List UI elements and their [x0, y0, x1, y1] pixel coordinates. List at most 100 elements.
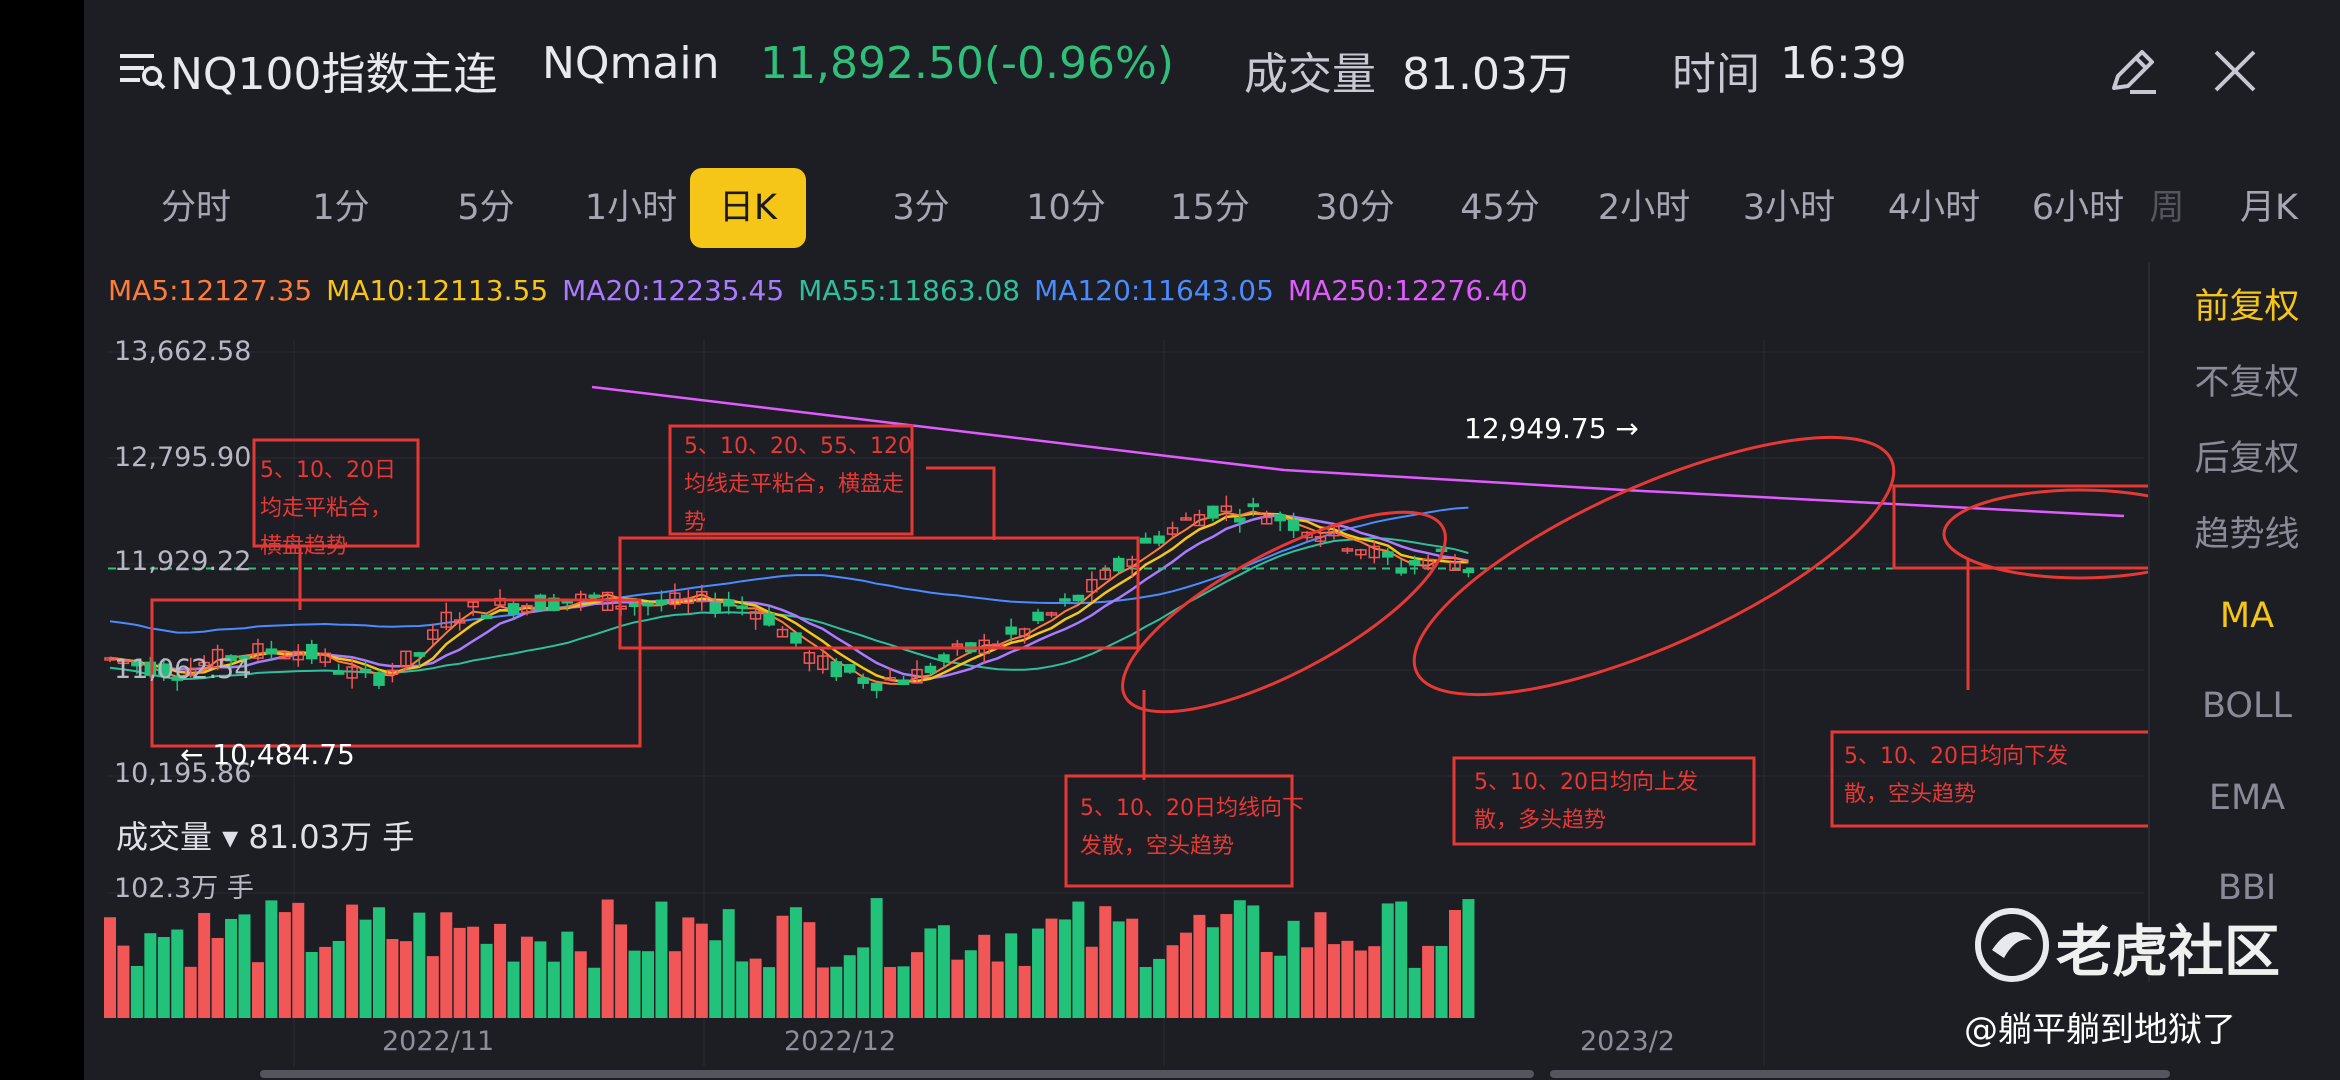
chart-scrollbar[interactable] — [260, 1070, 880, 1078]
candle — [292, 650, 305, 661]
volume-value: 81.03万 — [1402, 49, 1572, 100]
volume-bar — [978, 934, 991, 1018]
candle — [534, 594, 547, 611]
candle — [736, 605, 748, 609]
candle — [1408, 560, 1421, 566]
tab-1hour[interactable]: 1小时 — [584, 188, 678, 228]
search-list-icon[interactable] — [118, 48, 166, 92]
candle — [279, 655, 291, 660]
ma20-line — [109, 514, 1469, 680]
candle — [669, 592, 681, 606]
volume-bar — [440, 912, 453, 1018]
candle — [642, 602, 654, 607]
volume-bar — [198, 912, 211, 1018]
candle — [870, 682, 883, 691]
tab-daily[interactable]: 日K — [690, 168, 806, 248]
tab-30min[interactable]: 30分 — [1315, 188, 1395, 228]
candle — [1247, 503, 1259, 507]
volume-bar — [1018, 965, 1031, 1018]
volume-label: 成交量 — [1244, 49, 1376, 100]
trendline-tool[interactable]: 趋势线 — [2194, 515, 2300, 555]
tab-weekly[interactable]: 周 — [2149, 188, 2185, 228]
note-box-1: 5、10、20日均走平粘合，横盘趋势 — [260, 458, 396, 559]
candle — [776, 628, 789, 638]
tab-3min[interactable]: 3分 — [892, 188, 950, 228]
candle — [1422, 558, 1434, 569]
candle — [1314, 536, 1327, 542]
volume-bar — [346, 904, 359, 1018]
indicator-ema[interactable]: EMA — [2208, 778, 2286, 818]
adjust-none[interactable]: 不复权 — [2194, 363, 2300, 403]
tab-2hour[interactable]: 2小时 — [1597, 188, 1691, 228]
tab-10min[interactable]: 10分 — [1026, 188, 1106, 228]
edit-icon[interactable] — [2104, 42, 2162, 100]
tab-45min[interactable]: 45分 — [1460, 188, 1540, 228]
candle — [1180, 517, 1192, 521]
candle — [1449, 561, 1461, 572]
note-box-5: 5、10、20日均向下发散，空头趋势 — [1844, 744, 2068, 807]
volume-bar — [507, 961, 520, 1018]
tab-6hour[interactable]: 6小时 — [2031, 188, 2125, 228]
candle — [131, 660, 143, 667]
indicator-ma[interactable]: MA — [2219, 596, 2275, 636]
volume-bar — [1260, 951, 1273, 1018]
adjust-backward[interactable]: 后复权 — [2194, 439, 2300, 479]
volume-bar — [1314, 912, 1327, 1018]
tab-15min[interactable]: 15分 — [1170, 188, 1250, 228]
candle — [1207, 505, 1219, 519]
indicator-bbi[interactable]: BBI — [2217, 868, 2277, 908]
candle — [117, 660, 130, 665]
candle — [682, 597, 695, 604]
volume-bar — [668, 951, 681, 1018]
volume-bar — [319, 946, 332, 1018]
volume-bar — [359, 919, 372, 1018]
volume-bar — [695, 923, 708, 1018]
ma-legend: MA5:12127.35 MA10:12113.55 MA20:12235.45 MA… — [108, 274, 1542, 307]
candle — [897, 679, 910, 685]
volume-bar — [547, 961, 560, 1018]
volume-header[interactable]: 成交量 ▾ 81.03万 手 — [116, 818, 415, 856]
time-value: 16:39 — [1780, 38, 1907, 89]
close-icon[interactable] — [2206, 42, 2264, 100]
volume-bar — [1408, 967, 1421, 1018]
period-tabs: 分时 1分 5分 1小时 日K 3分 10分 15分 30分 45分 2小时 3… — [84, 168, 2340, 252]
candle — [991, 643, 1004, 647]
tab-5min[interactable]: 5分 — [457, 188, 515, 228]
candle — [144, 661, 157, 676]
chart-scrollbar[interactable] — [1550, 1070, 2170, 1078]
candle — [427, 629, 439, 640]
volume-bar — [588, 967, 601, 1018]
volume-bar — [1126, 918, 1139, 1018]
tab-3hour[interactable]: 3小时 — [1742, 188, 1836, 228]
candle — [548, 597, 560, 611]
candle — [1301, 531, 1313, 539]
kline-chart[interactable] — [84, 0, 2148, 1080]
volume-bar — [117, 945, 130, 1018]
annotation-box — [668, 424, 914, 536]
volume-bar — [225, 918, 238, 1018]
watermark-brand: 老虎社区 — [2056, 920, 2280, 985]
tab-4hour[interactable]: 4小时 — [1887, 188, 1981, 228]
candle — [1059, 598, 1071, 602]
tab-1min[interactable]: 1分 — [312, 188, 370, 228]
ma55-line — [109, 536, 1469, 681]
volume-bar — [1112, 921, 1125, 1018]
volume-bar — [1287, 920, 1300, 1018]
ma5-value: MA5:12127.35 — [108, 274, 313, 307]
volume-bar — [1381, 903, 1394, 1018]
tab-fenshi[interactable]: 分时 — [160, 188, 231, 228]
x-tick-label: 2023/2 — [1580, 1026, 1675, 1057]
ma55-value: MA55:11863.08 — [798, 274, 1021, 307]
candle — [830, 661, 843, 678]
indicator-boll[interactable]: BOLL — [2202, 686, 2292, 726]
candle — [1368, 545, 1381, 559]
candle — [306, 643, 318, 660]
candle — [924, 665, 937, 674]
volume-bar — [265, 900, 278, 1018]
adjust-forward[interactable]: 前复权 — [2194, 287, 2300, 327]
candle — [1166, 527, 1179, 535]
candle — [790, 632, 802, 644]
volume-bar — [157, 936, 170, 1018]
chart-scrollbar[interactable] — [804, 1070, 1534, 1078]
tab-monthly[interactable]: 月K — [2240, 188, 2298, 228]
